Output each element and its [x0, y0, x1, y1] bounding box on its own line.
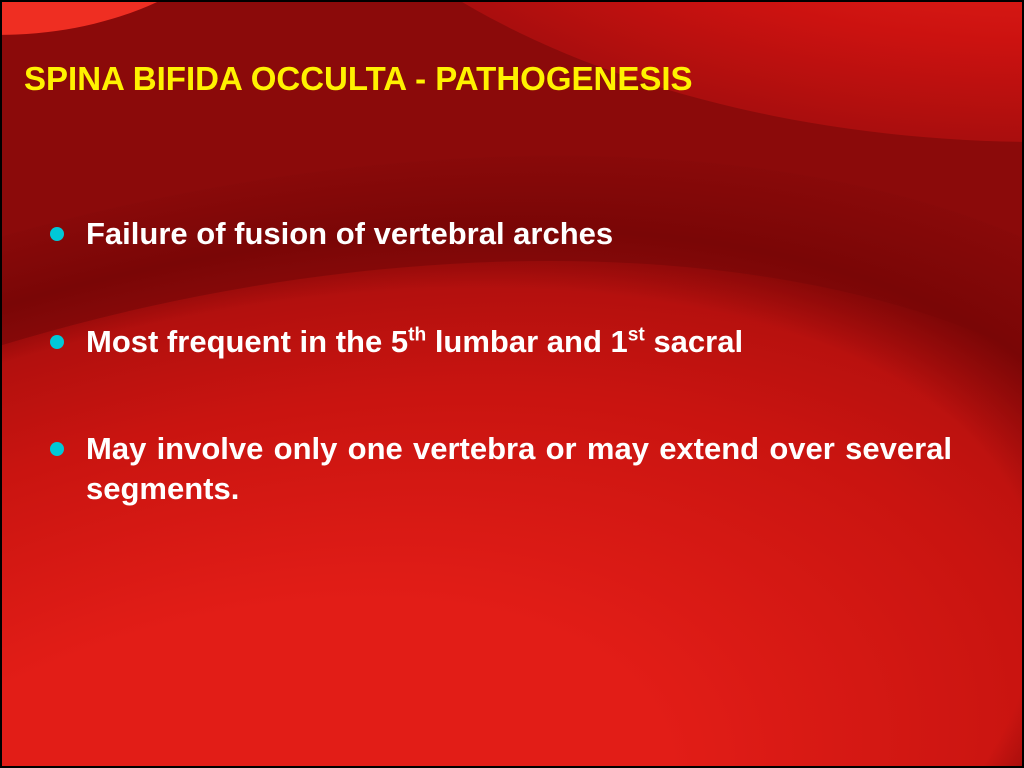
slide-content: SPINA BIFIDA OCCULTA - PATHOGENESIS Fail…	[2, 2, 1022, 766]
slide-title: SPINA BIFIDA OCCULTA - PATHOGENESIS	[24, 60, 984, 98]
list-item: May involve only one vertebra or may ext…	[44, 429, 952, 508]
list-item: Failure of fusion of vertebral arches	[44, 214, 952, 254]
list-item: Most frequent in the 5th lumbar and 1st …	[44, 322, 952, 362]
bullet-list: Failure of fusion of vertebral arches Mo…	[44, 214, 952, 577]
slide: SPINA BIFIDA OCCULTA - PATHOGENESIS Fail…	[2, 2, 1022, 766]
